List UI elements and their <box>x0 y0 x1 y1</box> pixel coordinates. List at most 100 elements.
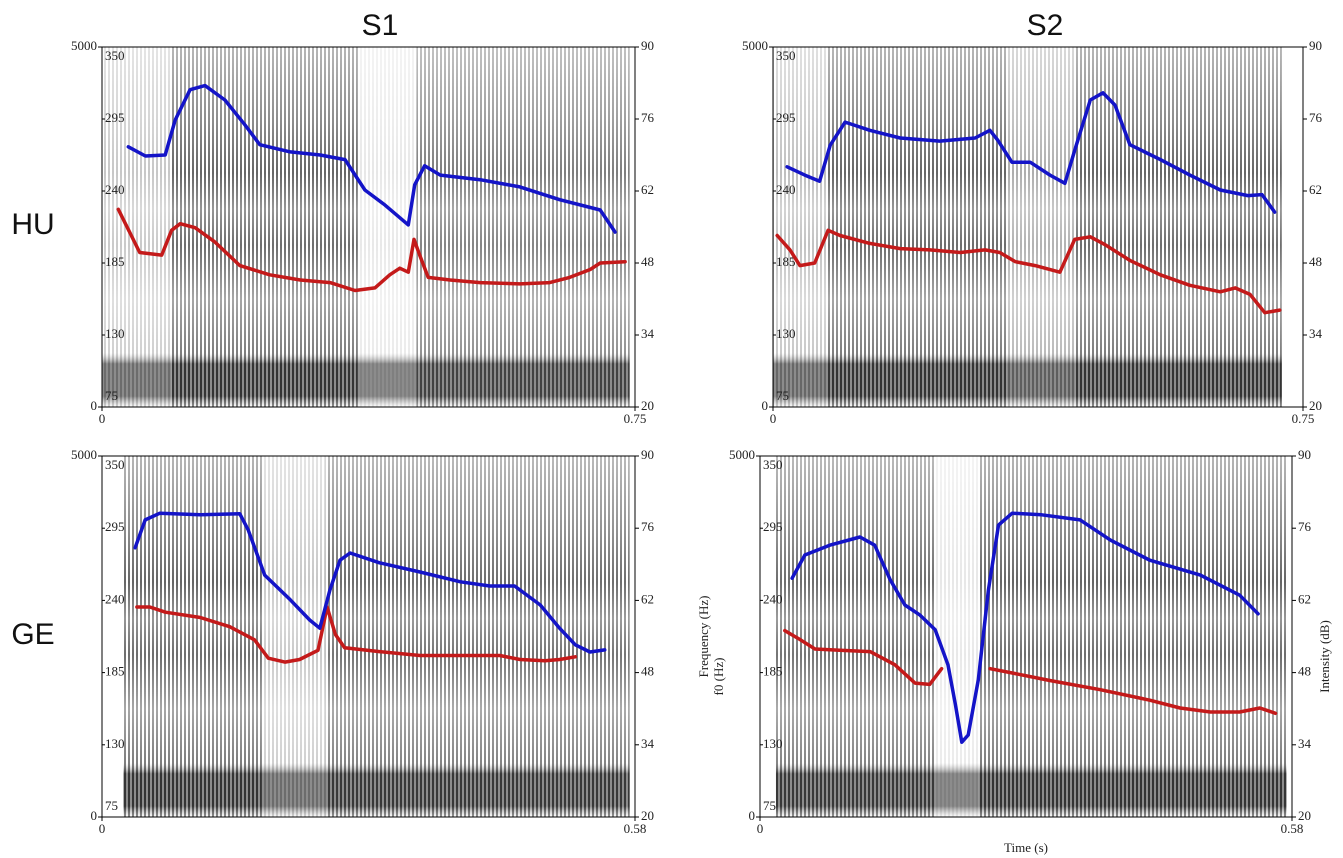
series-line <box>785 91 1277 214</box>
x-tick-label: 0.58 <box>1281 821 1304 836</box>
spectrogram-shade <box>935 456 979 817</box>
spectrogram-shade <box>775 456 936 817</box>
freq-tick-label: 0 <box>91 808 98 823</box>
y2-tick-label: 62 <box>1298 591 1311 606</box>
spectrogram-shade <box>123 456 262 817</box>
freq-label: Frequency (Hz) <box>696 596 711 678</box>
spectrogram-shade <box>1075 47 1282 407</box>
y2-tick-label: 62 <box>641 182 654 197</box>
panel: 0 5000 75 130 185 240 295 350 20 34 48 62 76 90 0 0.75 <box>742 38 1323 426</box>
spectrogram-shade <box>357 47 417 407</box>
y2-tick-label: 48 <box>1309 254 1322 269</box>
ylabel: f0 (Hz) <box>711 658 726 696</box>
y2-tick-label: 90 <box>641 447 654 462</box>
y-tick-label: 75 <box>776 388 789 403</box>
spectrogram-shade <box>978 456 1287 817</box>
y2-tick-label: 34 <box>1309 326 1323 341</box>
y-tick-label: 295 <box>776 110 796 125</box>
y-tick-label: 295 <box>105 519 125 534</box>
spectrogram-shade <box>773 47 826 407</box>
spectrogram-shade <box>826 47 1007 407</box>
y-tick-label: 350 <box>763 457 783 472</box>
y2-tick-label: 20 <box>1298 808 1311 823</box>
spectrogram-shade <box>261 456 326 817</box>
y-tick-label: 130 <box>776 326 796 341</box>
frame <box>772 46 1304 408</box>
y-tick-label: 350 <box>105 48 125 63</box>
y2-tick-label: 48 <box>1298 664 1311 679</box>
spectrogram-shade <box>325 456 337 817</box>
y2-tick-label: 48 <box>641 254 654 269</box>
freq-tick-label: 0 <box>91 398 98 413</box>
row-label: HU <box>11 208 54 241</box>
series-line <box>775 228 1282 315</box>
frame <box>101 46 636 408</box>
y-tick-label: 185 <box>105 664 125 679</box>
panel: 0 5000 75 130 185 240 295 350 20 34 48 62 76 90 0 0.58 <box>71 447 655 836</box>
freq-tick-label: 0 <box>762 398 769 413</box>
x-tick-label: 0 <box>99 411 106 426</box>
y-tick-label: 295 <box>763 519 783 534</box>
y-tick-label: 350 <box>776 48 796 63</box>
column-title: S1 <box>362 9 399 42</box>
series-line <box>133 511 607 654</box>
x-tick-label: 0.75 <box>624 411 647 426</box>
panel: 0 5000 75 130 185 240 295 350 20 34 48 62 76 90 0 0.58 T… <box>696 447 1332 855</box>
freq-tick-label: 5000 <box>71 38 97 53</box>
y2-tick-label: 90 <box>1309 38 1322 53</box>
y-tick-label: 240 <box>763 591 783 606</box>
series-line <box>126 83 617 234</box>
series-line <box>783 628 1278 716</box>
y-tick-label: 75 <box>763 798 776 813</box>
freq-tick-label: 5000 <box>729 447 755 462</box>
freq-tick-label: 5000 <box>71 447 97 462</box>
y2-tick-label: 90 <box>641 38 654 53</box>
y2-tick-label: 76 <box>1298 519 1312 534</box>
y-tick-label: 240 <box>105 182 125 197</box>
y2-tick-label: 34 <box>641 326 655 341</box>
freq-tick-label: 5000 <box>742 38 768 53</box>
y2-tick-label: 76 <box>1309 110 1323 125</box>
y2-tick-label: 20 <box>641 808 654 823</box>
y-tick-label: 295 <box>105 110 125 125</box>
x-tick-label: 0.75 <box>1292 411 1315 426</box>
y-tick-label: 130 <box>105 326 125 341</box>
spectrogram-shade <box>171 47 358 407</box>
series-line <box>116 207 627 293</box>
y2-tick-label: 90 <box>1298 447 1311 462</box>
x-tick-label: 0 <box>770 411 777 426</box>
row-label: GE <box>11 618 54 651</box>
y2-tick-label: 20 <box>1309 398 1322 413</box>
y2-tick-label: 76 <box>641 519 655 534</box>
freq-tick-label: 0 <box>749 808 756 823</box>
y2-tick-label: 62 <box>1309 182 1322 197</box>
y-tick-label: 185 <box>763 664 783 679</box>
y-tick-label: 185 <box>776 254 796 269</box>
xlabel: Time (s) <box>1004 840 1048 855</box>
x-tick-label: 0 <box>757 821 764 836</box>
y-tick-label: 350 <box>105 457 125 472</box>
y-tick-label: 240 <box>105 591 125 606</box>
y2-tick-label: 34 <box>1298 736 1312 751</box>
spectrogram-shade <box>336 456 630 817</box>
y-tick-label: 240 <box>776 182 796 197</box>
y-tick-label: 185 <box>105 254 125 269</box>
frame <box>101 455 636 818</box>
spectrogram-shade <box>416 47 630 407</box>
frame <box>759 455 1293 818</box>
y2-tick-label: 20 <box>641 398 654 413</box>
spectrogram-shade <box>1006 47 1076 407</box>
panel: 0 5000 75 130 185 240 295 350 20 34 48 62 76 90 0 0.75 <box>71 38 655 426</box>
y2-tick-label: 34 <box>641 736 655 751</box>
series-line <box>790 511 1260 744</box>
spectrogram-shade <box>102 47 172 407</box>
y-tick-label: 75 <box>105 798 118 813</box>
y-tick-label: 130 <box>105 736 125 751</box>
x-tick-label: 0 <box>99 821 106 836</box>
y2-tick-label: 62 <box>641 591 654 606</box>
y2label: Intensity (dB) <box>1317 620 1332 693</box>
y-tick-label: 130 <box>763 736 783 751</box>
column-title: S2 <box>1027 9 1064 42</box>
